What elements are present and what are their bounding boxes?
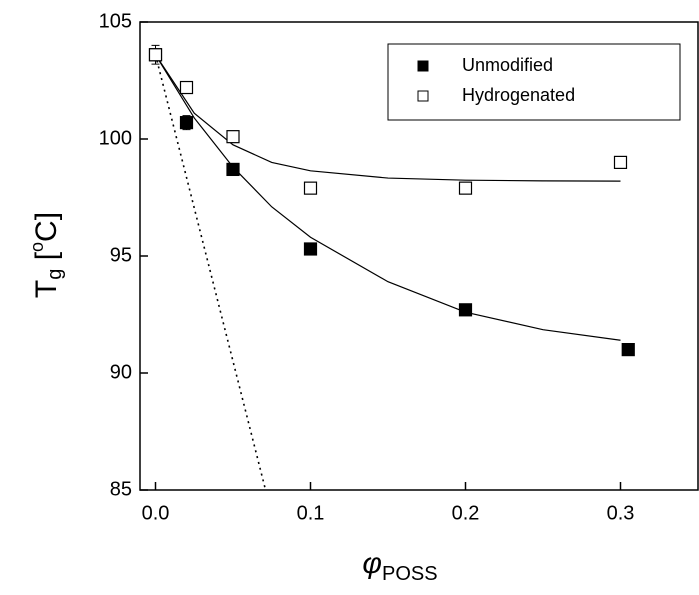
marker: [613, 155, 628, 169]
marker: [226, 130, 240, 144]
x-label-sub: POSS: [382, 563, 438, 585]
y-tick-label: 85: [110, 478, 132, 500]
x-tick-label: 0.1: [297, 502, 325, 524]
marker: [458, 303, 473, 317]
legend-box: [387, 43, 681, 121]
x-label-main: φ: [362, 547, 382, 580]
y-tick-label: 95: [110, 244, 132, 266]
y-tick-label: 105: [99, 10, 132, 32]
x-tick-label: 0.0: [142, 502, 170, 524]
marker: [621, 343, 635, 357]
marker: [458, 181, 473, 195]
x-tick-label: 0.3: [607, 502, 635, 524]
y-label-sup: o: [27, 242, 47, 252]
y-label-open: [: [30, 251, 63, 268]
legend-label: Hydrogenated: [462, 85, 575, 105]
marker: [303, 242, 318, 256]
fit-line: [154, 54, 267, 491]
y-axis-label: Tg [oC]: [27, 212, 67, 298]
x-tick-label: 0.2: [452, 502, 480, 524]
fit-line: [154, 54, 621, 182]
fit-line: [154, 54, 621, 341]
x-axis-label: φPOSS: [362, 547, 437, 585]
y-tick-label: 100: [99, 127, 132, 149]
y-label-sub: g: [44, 269, 66, 280]
marker: [148, 48, 163, 62]
y-tick-label: 90: [110, 361, 132, 383]
marker: [226, 162, 240, 177]
marker: [179, 80, 194, 95]
legend-marker: [417, 90, 429, 102]
legend-marker: [417, 60, 429, 72]
marker: [303, 181, 318, 195]
y-label-main: T: [30, 280, 63, 298]
marker: [179, 116, 194, 130]
y-label-close: C]: [30, 212, 63, 242]
legend-label: Unmodified: [462, 55, 553, 75]
